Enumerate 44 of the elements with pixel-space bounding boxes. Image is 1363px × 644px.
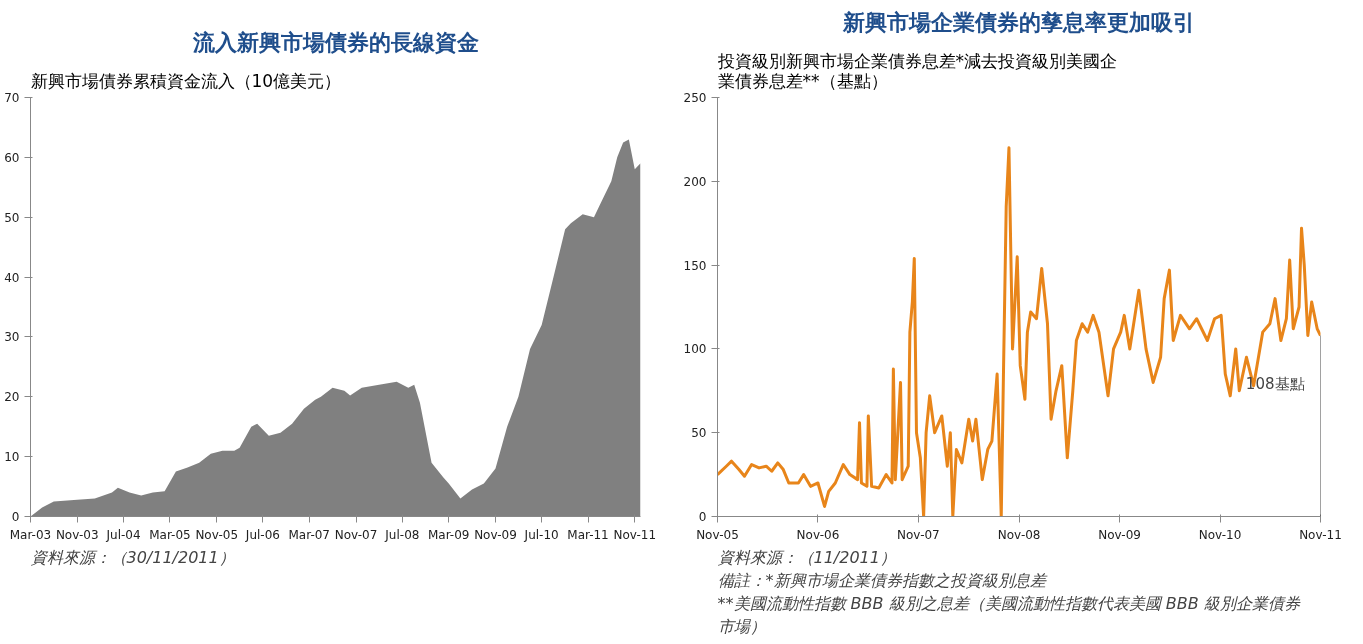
x-tick-label: Nov-10 <box>1198 527 1242 542</box>
y-tick-label: 150 <box>683 258 707 273</box>
chart-subtitle: 投資級別新興市場企業債券息差*減去投資級別美國企業債券息差**（基點） <box>716 50 1117 91</box>
chart-title: 新興市場企業債券的孳息率更加吸引 <box>842 9 1195 35</box>
x-tick-label: Nov-05 <box>696 527 739 542</box>
x-tick-label: Nov-07 <box>897 527 940 542</box>
y-tick-label: 50 <box>4 210 20 225</box>
x-tick-label: Mar-05 <box>149 527 191 542</box>
x-tick-label: Nov-07 <box>334 527 378 542</box>
text: 備註：*新興市場企業債券指數之投資級別息差 <box>717 570 1048 590</box>
x-tick-label: Nov-11 <box>613 527 657 542</box>
x-tick-label: Mar-07 <box>288 527 331 542</box>
x-tick-label: Jul-10 <box>523 527 559 542</box>
y-tick-label: 50 <box>691 426 707 441</box>
source-note: 資料來源：（11/2011） <box>717 547 896 567</box>
y-tick-label: 0 <box>698 510 707 524</box>
x-tick-label: Nov-06 <box>796 527 840 542</box>
text: **美國流動性指數 BBB 級別之息差（美國流動性指數代表美國 BBB 級別企業債券市場） <box>717 593 1301 636</box>
annotation: 108基點 <box>1245 375 1305 394</box>
x-tick-label: Nov-08 <box>997 527 1041 542</box>
x-tick-label: Nov-11 <box>1299 527 1342 542</box>
y-tick-label: 100 <box>683 342 707 357</box>
y-tick-label: 40 <box>4 270 20 285</box>
y-tick-label: 10 <box>4 450 20 465</box>
y-tick-label: 30 <box>4 330 20 345</box>
x-tick-label: Mar-09 <box>428 527 470 542</box>
x-tick-label: Nov-09 <box>1098 527 1141 542</box>
x-tick-label: Nov-05 <box>195 527 239 542</box>
y-tick-label: 60 <box>4 150 20 165</box>
x-tick-label: Nov-09 <box>474 527 517 542</box>
x-tick-label: Jul-08 <box>384 527 420 542</box>
y-tick-label: 0 <box>11 510 20 524</box>
y-tick-label: 250 <box>683 91 707 105</box>
source-note: 資料來源：（30/11/2011） <box>30 547 235 567</box>
y-tick-label: 70 <box>4 91 20 105</box>
x-tick-label: Jul-06 <box>244 527 280 542</box>
chart-title: 流入新興市場債券的長線資金 <box>191 29 479 55</box>
x-tick-label: Nov-03 <box>55 527 99 542</box>
x-tick-label: Mar-03 <box>9 527 52 542</box>
y-tick-label: 20 <box>4 390 20 405</box>
x-tick-label: Mar-11 <box>567 527 609 542</box>
chart-subtitle: 新興市場債券累積資金流入（10億美元） <box>30 70 342 91</box>
y-tick-label: 200 <box>683 174 707 189</box>
x-tick-label: Jul-04 <box>105 527 141 542</box>
